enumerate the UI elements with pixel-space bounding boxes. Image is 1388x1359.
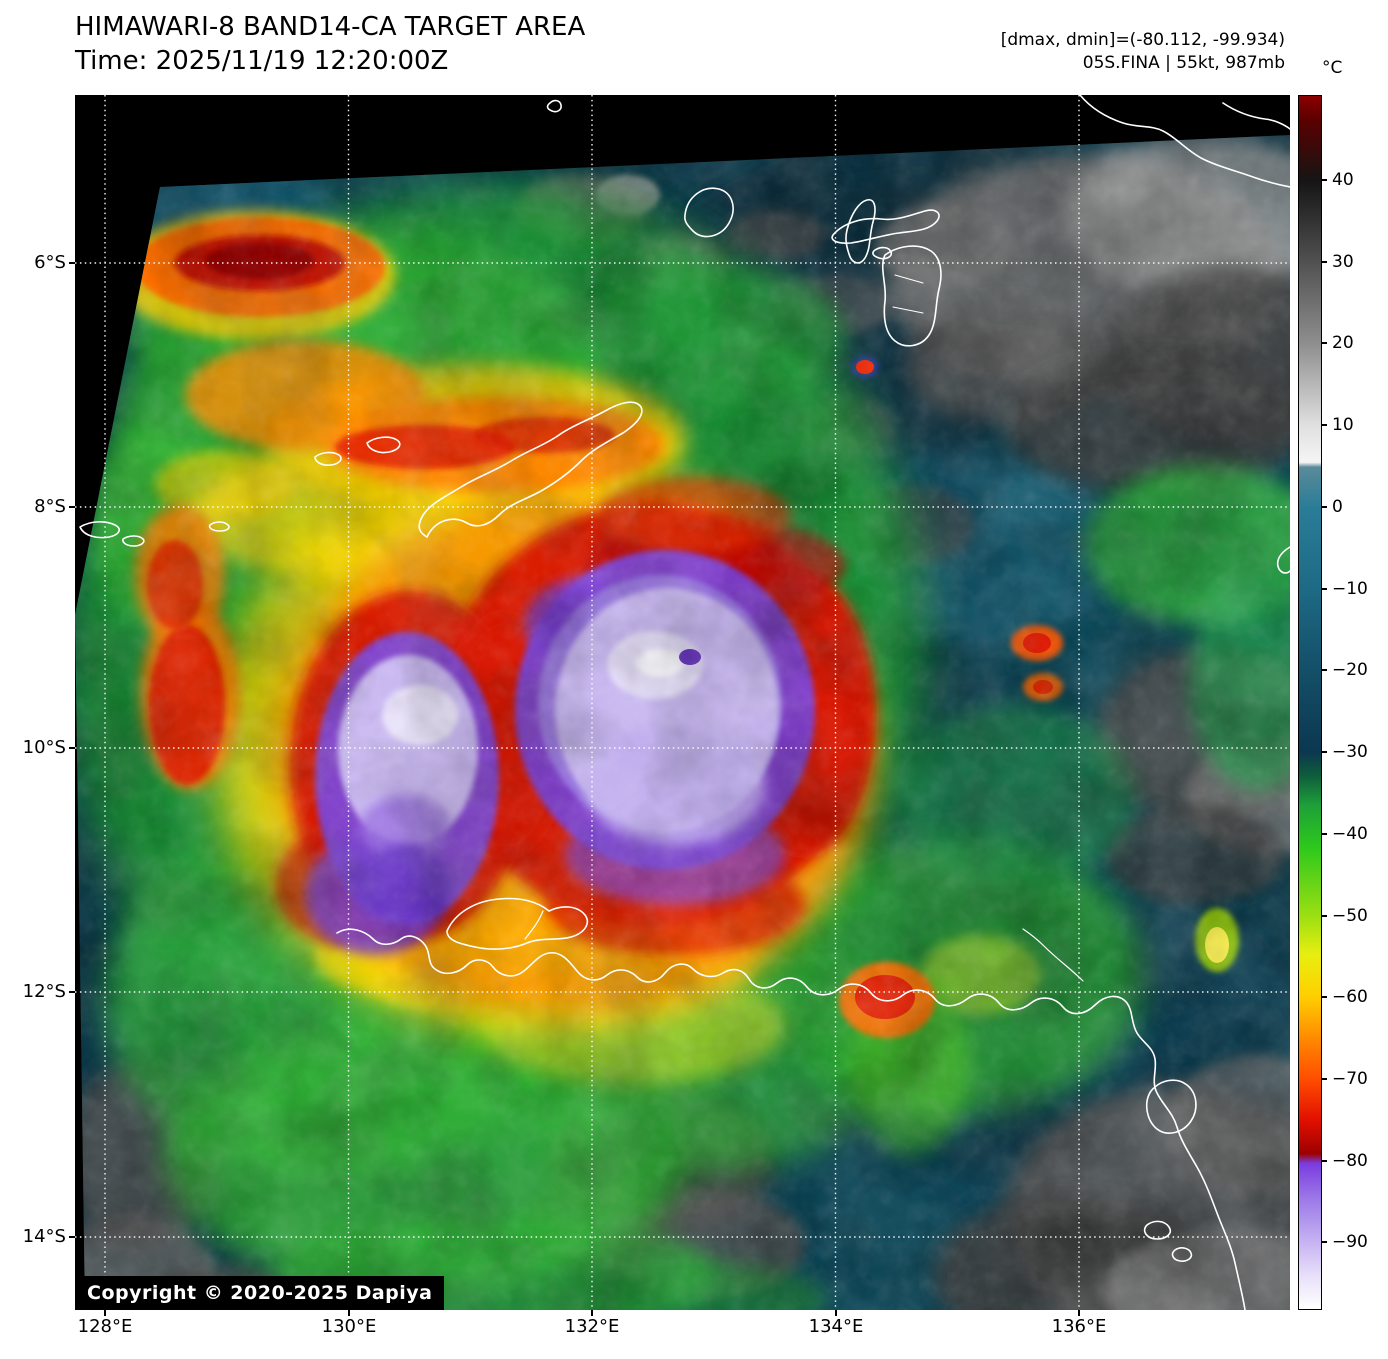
y-tick-label: 12°S (22, 981, 66, 1002)
dmax-dmin-readout: [dmax, dmin]=(-80.112, -99.934) (1000, 30, 1285, 50)
colorbar-tick-label: 10 (1332, 415, 1354, 435)
colorbar-tick-label: 0 (1332, 497, 1343, 517)
colorbar-tick-label: −70 (1332, 1069, 1368, 1089)
axis-tick (591, 1310, 593, 1316)
x-tick-label: 134°E (808, 1316, 864, 1337)
plot-area: Copyright © 2020-2025 Dapiya (75, 95, 1290, 1310)
colorbar-tick (1322, 506, 1327, 508)
colorbar-unit-label: °C (1322, 58, 1343, 78)
colorbar-tick (1322, 1160, 1327, 1162)
colorbar-tick-label: −50 (1332, 906, 1368, 926)
colorbar-tick-label: 20 (1332, 333, 1354, 353)
colorbar-tick-label: −20 (1332, 660, 1368, 680)
colorbar-tick-label: −30 (1332, 742, 1368, 762)
colorbar-tick-label: −60 (1332, 987, 1368, 1007)
satellite-data-layer (75, 135, 1290, 1310)
colorbar (1298, 95, 1322, 1310)
satellite-image (75, 95, 1290, 1310)
y-tick-label: 14°S (22, 1226, 66, 1247)
page-title: HIMAWARI-8 BAND14-CA TARGET AREA (75, 12, 586, 42)
axis-tick (69, 991, 75, 993)
colorbar-tick (1322, 751, 1327, 753)
axis-tick (69, 506, 75, 508)
x-tick-label: 130°E (321, 1316, 377, 1337)
y-tick-label: 10°S (22, 737, 66, 758)
axis-tick (69, 262, 75, 264)
colorbar-tick-label: −90 (1332, 1232, 1368, 1252)
copyright-watermark: Copyright © 2020-2025 Dapiya (75, 1276, 445, 1310)
colorbar-tick (1322, 1078, 1327, 1080)
axis-tick (69, 1236, 75, 1238)
axis-tick (1078, 1310, 1080, 1316)
axis-tick (835, 1310, 837, 1316)
axis-tick (104, 1310, 106, 1316)
colorbar-tick-label: −40 (1332, 824, 1368, 844)
colorbar-tick (1322, 833, 1327, 835)
y-tick-label: 8°S (34, 496, 66, 517)
x-tick-label: 136°E (1051, 1316, 1107, 1337)
axis-tick (69, 747, 75, 749)
x-tick-label: 128°E (77, 1316, 133, 1337)
y-tick-label: 6°S (34, 252, 66, 273)
storm-info: 05S.FINA | 55kt, 987mb (1082, 53, 1285, 73)
timestamp: Time: 2025/11/19 12:20:00Z (75, 46, 449, 76)
colorbar-tick (1322, 588, 1327, 590)
axis-tick (348, 1310, 350, 1316)
colorbar-tick (1322, 261, 1327, 263)
colorbar-tick (1322, 179, 1327, 181)
coastlines-layer (79, 95, 1290, 1310)
colorbar-tick (1322, 342, 1327, 344)
colorbar-tick (1322, 669, 1327, 671)
colorbar-tick (1322, 1241, 1327, 1243)
colorbar-tick (1322, 915, 1327, 917)
colorbar-tick-label: −80 (1332, 1151, 1368, 1171)
colorbar-tick-label: 30 (1332, 252, 1354, 272)
colorbar-tick (1322, 424, 1327, 426)
colorbar-tick-label: 40 (1332, 170, 1354, 190)
colorbar-tick-label: −10 (1332, 579, 1368, 599)
x-tick-label: 132°E (564, 1316, 620, 1337)
colorbar-tick (1322, 996, 1327, 998)
